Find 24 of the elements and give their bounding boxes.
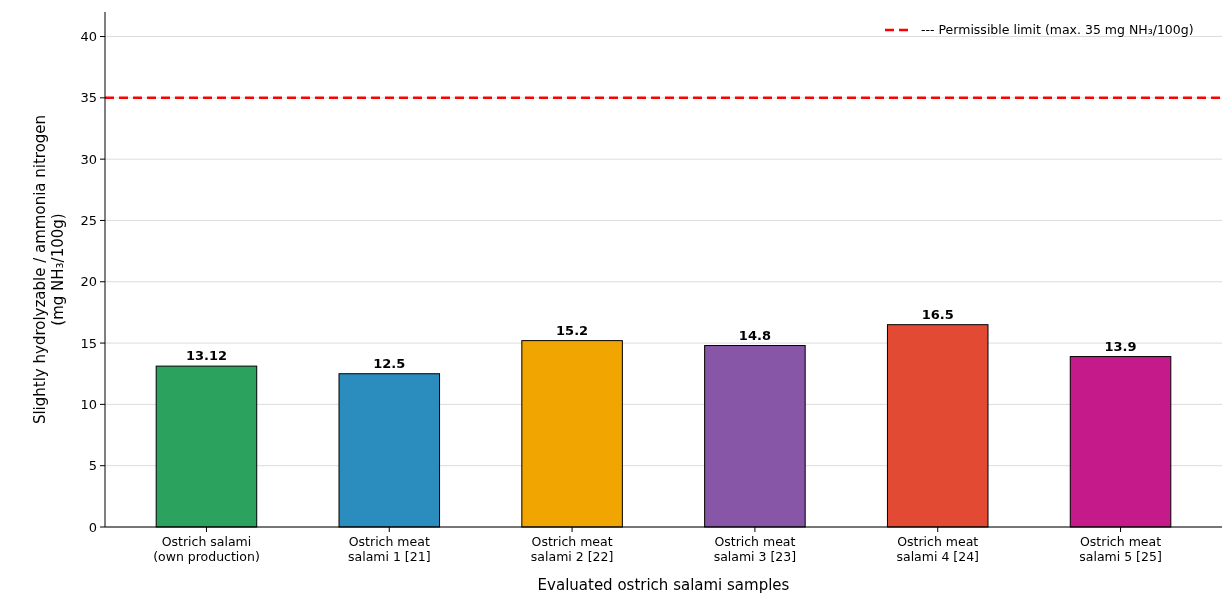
y-tick-label: 20 [80,274,97,290]
data-label: 12.5 [373,355,406,371]
data-label: 15.2 [556,322,589,338]
data-label: 13.9 [1104,338,1137,354]
x-tick-label: Ostrich salami (own production) [153,534,260,564]
y-tick-label: 0 [88,519,97,535]
x-tick-label: Ostrich meat salami 1 [21] [348,534,431,564]
data-label: 13.12 [185,348,228,364]
data-label: 14.8 [738,327,771,343]
x-tick-label: Ostrich meat salami 4 [24] [896,534,979,564]
x-axis-title: Evaluated ostrich salami samples [537,576,790,594]
y-tick-label: 40 [80,29,97,45]
y-tick-label: 35 [80,90,97,106]
y-tick-label: 30 [80,151,97,167]
y-tick-label: 15 [80,335,97,351]
legend-label: --- Permissible limit (max. 35 mg NH₃/100g) [921,22,1194,38]
data-label: 16.5 [921,306,954,322]
x-tick-label: Ostrich meat salami 5 [25] [1079,534,1162,564]
y-tick-label: 10 [80,396,97,412]
x-tick-label: Ostrich meat salami 3 [23] [713,534,797,564]
y-tick-label: 25 [80,213,97,228]
x-tick-label: Ostrich meat salami 2 [22] [530,534,614,564]
y-tick-label: 5 [88,458,97,474]
y-axis-title: Slightly hydrolyzable / ammonia nitrogen (mg NH₃/100g) [31,114,67,425]
